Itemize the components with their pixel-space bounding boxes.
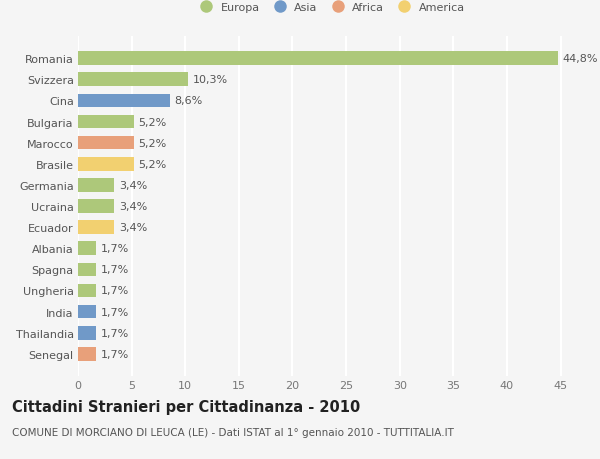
Bar: [78, 115, 134, 129]
Text: 3,4%: 3,4%: [119, 202, 147, 212]
Bar: [78, 263, 96, 277]
Text: 44,8%: 44,8%: [563, 54, 598, 64]
Bar: [78, 221, 115, 235]
Text: 3,4%: 3,4%: [119, 180, 147, 190]
Bar: [78, 200, 115, 213]
Text: COMUNE DI MORCIANO DI LEUCA (LE) - Dati ISTAT al 1° gennaio 2010 - TUTTITALIA.IT: COMUNE DI MORCIANO DI LEUCA (LE) - Dati …: [12, 427, 454, 437]
Bar: [78, 326, 96, 340]
Legend: Europa, Asia, Africa, America: Europa, Asia, Africa, America: [191, 0, 469, 17]
Bar: [78, 136, 134, 150]
Bar: [78, 157, 134, 171]
Text: 8,6%: 8,6%: [175, 96, 203, 106]
Text: 5,2%: 5,2%: [138, 138, 166, 148]
Bar: [78, 179, 115, 192]
Text: 5,2%: 5,2%: [138, 159, 166, 169]
Bar: [78, 284, 96, 298]
Text: 1,7%: 1,7%: [101, 307, 129, 317]
Text: 10,3%: 10,3%: [193, 75, 228, 85]
Text: 3,4%: 3,4%: [119, 223, 147, 233]
Bar: [78, 305, 96, 319]
Text: Cittadini Stranieri per Cittadinanza - 2010: Cittadini Stranieri per Cittadinanza - 2…: [12, 399, 360, 414]
Bar: [78, 242, 96, 256]
Bar: [78, 73, 188, 87]
Text: 5,2%: 5,2%: [138, 117, 166, 127]
Text: 1,7%: 1,7%: [101, 244, 129, 254]
Text: 1,7%: 1,7%: [101, 349, 129, 359]
Bar: [78, 347, 96, 361]
Text: 1,7%: 1,7%: [101, 265, 129, 275]
Bar: [78, 94, 170, 108]
Bar: [78, 52, 559, 66]
Text: 1,7%: 1,7%: [101, 286, 129, 296]
Text: 1,7%: 1,7%: [101, 328, 129, 338]
